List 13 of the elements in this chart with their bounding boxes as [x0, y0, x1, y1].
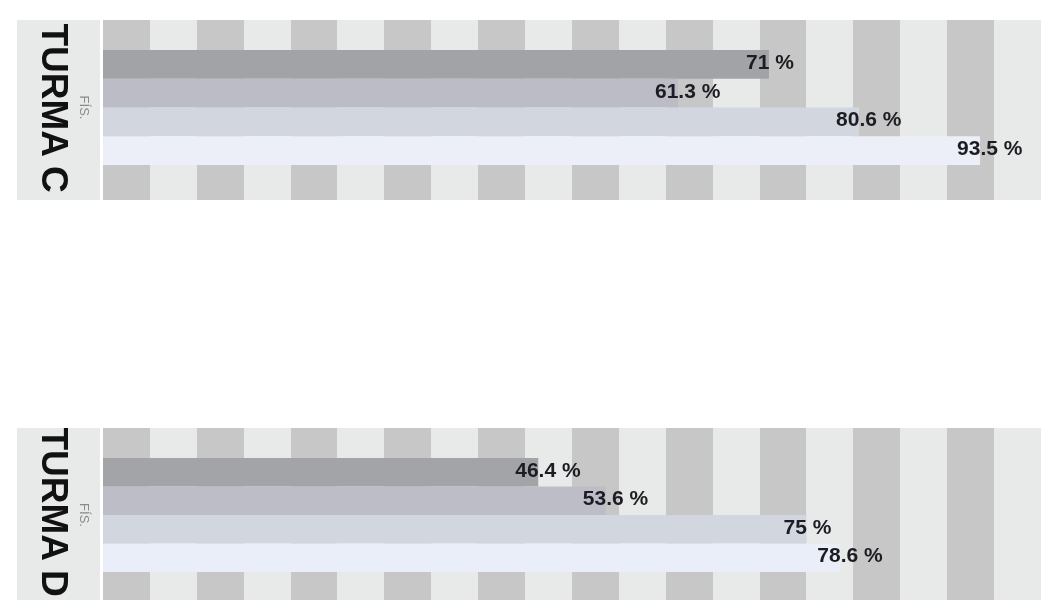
data-label: 93.5 % — [957, 136, 1023, 160]
text: TURMA D — [33, 427, 75, 597]
bar — [103, 515, 807, 544]
data-label: 80.6 % — [836, 107, 902, 131]
data-label: 53.6 % — [582, 486, 649, 510]
data-label: 46.4 % — [515, 457, 581, 481]
text: TURMA C — [33, 23, 75, 193]
y-axis-title: FÍS. — [77, 95, 92, 120]
data-label: 71 % — [745, 49, 795, 73]
data-label: 78.6 % — [817, 543, 883, 567]
y-axis-title: FÍS. — [77, 503, 92, 527]
data-label: 75 % — [783, 514, 832, 538]
data-label: 61.3 % — [654, 78, 721, 102]
